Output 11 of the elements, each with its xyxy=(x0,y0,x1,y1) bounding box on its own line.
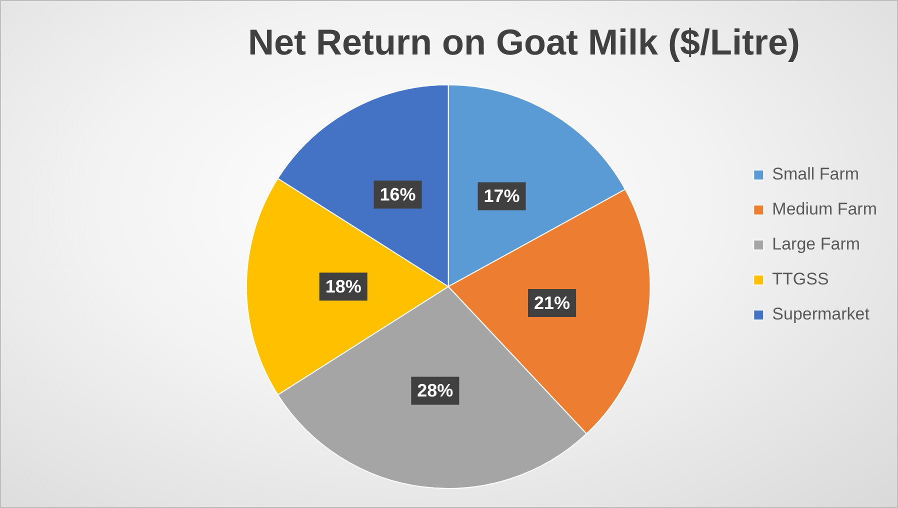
legend-label: TTGSS xyxy=(772,270,829,289)
data-label: 16% xyxy=(380,184,416,205)
legend-label: Supermarket xyxy=(772,304,870,324)
legend-label: Small Farm xyxy=(772,164,860,184)
data-label: 28% xyxy=(417,380,454,401)
legend-label: Large Farm xyxy=(772,234,860,254)
data-label: 18% xyxy=(325,276,362,297)
legend-label: Medium Farm xyxy=(772,200,878,219)
data-label: 17% xyxy=(484,186,520,206)
chart-title: Net Return on Goat Milk ($/Litre) xyxy=(248,22,800,63)
data-label: 21% xyxy=(534,292,570,313)
